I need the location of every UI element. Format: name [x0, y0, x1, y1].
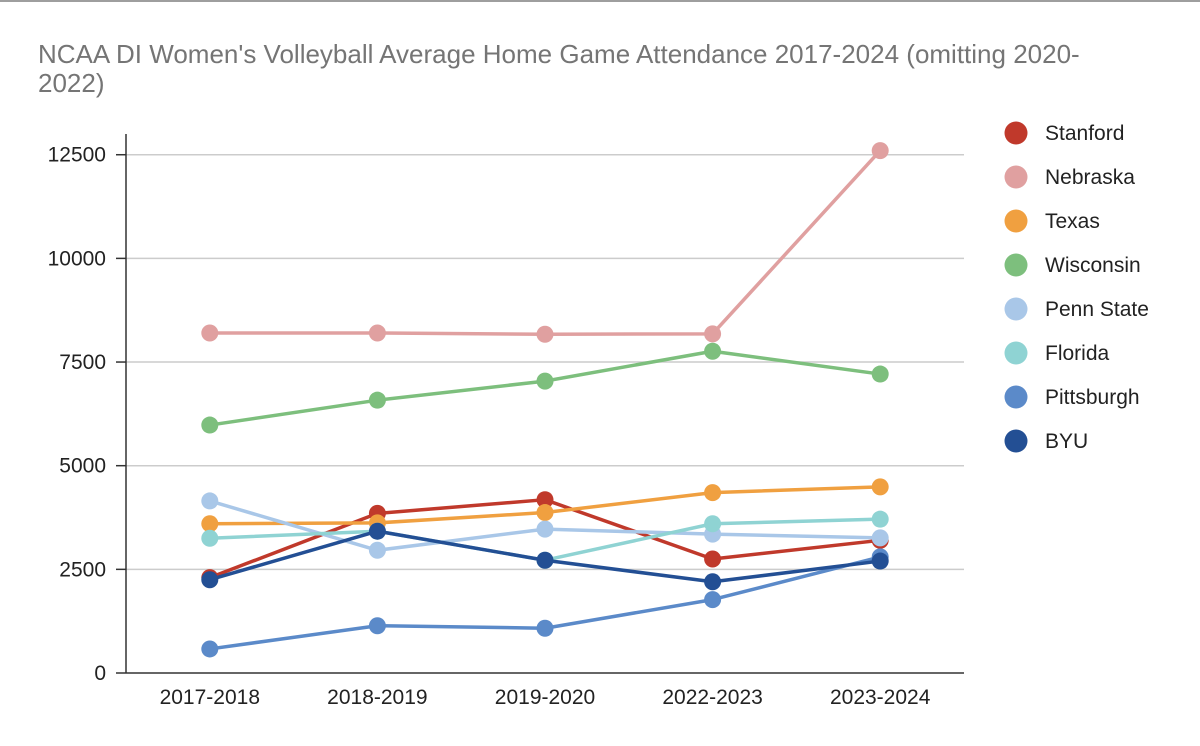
data-point-byu: [536, 551, 554, 569]
y-tick-label: 7500: [59, 351, 106, 374]
data-point-florida: [201, 529, 219, 547]
legend-label: BYU: [1045, 430, 1088, 453]
data-point-byu: [871, 552, 889, 570]
x-tick-label: 2023-2024: [830, 686, 931, 709]
x-tick-label: 2017-2018: [160, 686, 260, 709]
axes: 0 2500 5000 7500 10000 12500 2017-2018 2018-201…: [48, 134, 964, 709]
legend-item-byu: BYU: [1004, 429, 1088, 453]
data-point-wisconsin: [368, 391, 386, 409]
gridlines: [126, 153, 964, 571]
legend-marker: [1004, 253, 1028, 277]
legend-item-pittsburgh: Pittsburgh: [1004, 385, 1140, 409]
legend-label: Texas: [1045, 210, 1100, 233]
data-point-texas: [704, 484, 722, 502]
data-point-stanford: [536, 491, 554, 509]
data-point-penn-state: [871, 529, 889, 547]
data-point-nebraska: [871, 142, 889, 160]
legend-label: Stanford: [1045, 122, 1124, 145]
legend-marker: [1004, 297, 1028, 321]
data-point-texas: [201, 515, 219, 533]
data-point-wisconsin: [704, 342, 722, 360]
data-point-florida: [871, 510, 889, 528]
y-tick-label: 12500: [48, 144, 106, 167]
legend: Stanford Nebraska Texas Wisconsin Penn State…: [1004, 121, 1149, 453]
legend-marker: [1004, 385, 1028, 409]
data-point-wisconsin: [201, 416, 219, 434]
legend-item-wisconsin: Wisconsin: [1004, 253, 1141, 277]
data-point-penn-state: [536, 520, 554, 538]
data-point-nebraska: [368, 324, 386, 342]
x-tick-label: 2019-2020: [495, 686, 595, 709]
data-point-byu: [201, 571, 219, 589]
legend-marker: [1004, 121, 1028, 145]
data-point-texas: [871, 478, 889, 496]
series-byu: [201, 522, 889, 591]
series-lines: [201, 142, 889, 658]
legend-label: Nebraska: [1045, 166, 1135, 189]
y-tick-label: 2500: [59, 558, 106, 581]
legend-label: Penn State: [1045, 298, 1149, 321]
data-point-nebraska: [536, 325, 554, 343]
series-nebraska: [201, 142, 889, 343]
chart-title: NCAA DI Women's Volleyball Average Home …: [38, 39, 1080, 98]
data-point-pittsburgh: [368, 617, 386, 635]
data-point-nebraska: [704, 325, 722, 343]
legend-item-penn-state: Penn State: [1004, 297, 1149, 321]
data-point-nebraska: [201, 324, 219, 342]
data-point-pittsburgh: [201, 640, 219, 658]
series-line-nebraska: [208, 148, 882, 337]
legend-label: Pittsburgh: [1045, 386, 1140, 409]
data-point-wisconsin: [871, 365, 889, 383]
data-point-byu: [704, 573, 722, 591]
legend-marker: [1004, 341, 1028, 365]
data-point-wisconsin: [536, 372, 554, 390]
x-tick-label: 2018-2019: [327, 686, 427, 709]
data-point-stanford: [704, 550, 722, 568]
y-tick-label: 5000: [59, 455, 106, 478]
legend-item-texas: Texas: [1004, 209, 1100, 233]
series-wisconsin: [201, 342, 889, 434]
data-point-florida: [704, 515, 722, 533]
data-point-texas: [536, 504, 554, 522]
legend-marker: [1004, 209, 1028, 233]
series-pittsburgh: [201, 548, 889, 658]
legend-item-florida: Florida: [1004, 341, 1110, 365]
data-point-pittsburgh: [704, 591, 722, 609]
data-point-pittsburgh: [536, 619, 554, 637]
data-point-penn-state: [201, 492, 219, 510]
legend-label: Florida: [1045, 342, 1110, 365]
data-point-byu: [368, 522, 386, 540]
legend-item-nebraska: Nebraska: [1004, 165, 1135, 189]
data-point-penn-state: [368, 541, 386, 559]
x-tick-label: 2022-2023: [662, 686, 762, 709]
y-tick-label: 10000: [48, 247, 106, 270]
legend-label: Wisconsin: [1045, 254, 1141, 277]
legend-marker: [1004, 165, 1028, 189]
legend-marker: [1004, 429, 1028, 453]
y-tick-label: 0: [94, 662, 106, 685]
legend-item-stanford: Stanford: [1004, 121, 1124, 145]
